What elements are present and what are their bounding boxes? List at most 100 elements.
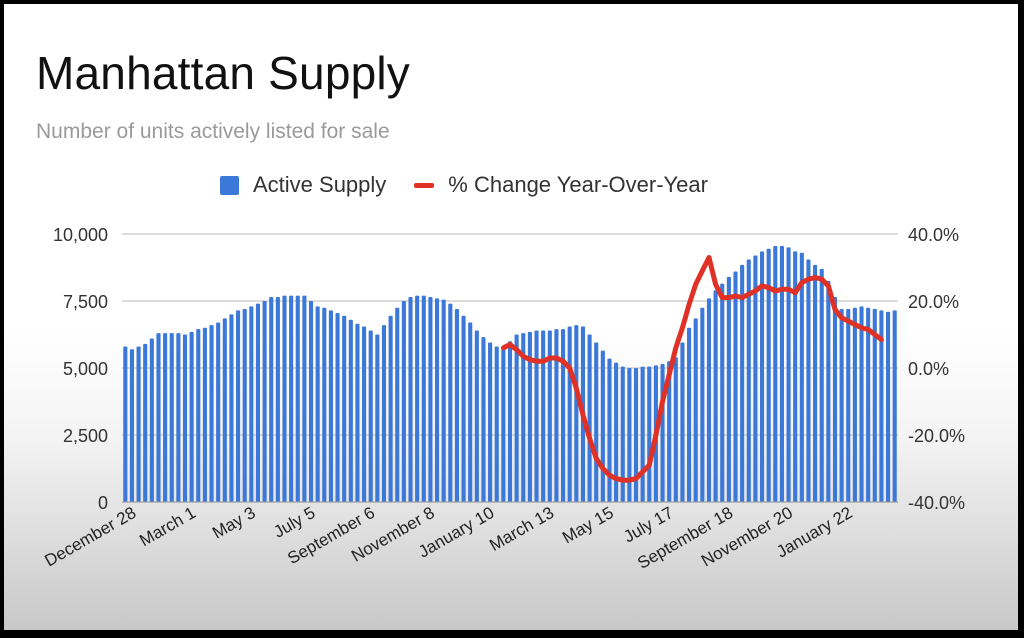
yoy-change-line <box>500 255 884 483</box>
supply-bar <box>773 246 778 502</box>
supply-bar <box>454 309 459 502</box>
supply-bar <box>667 361 672 502</box>
supply-bar <box>872 309 877 502</box>
supply-bar <box>507 341 513 502</box>
supply-bar <box>216 322 221 502</box>
legend-label-yoy-change: % Change Year-Over-Year <box>448 172 708 197</box>
supply-bar <box>381 325 387 502</box>
supply-bar <box>574 325 579 502</box>
supply-bar <box>534 330 539 502</box>
supply-bar <box>302 295 307 502</box>
supply-bar <box>501 349 506 502</box>
legend-line-swatch-icon <box>414 182 435 188</box>
supply-bar <box>229 314 234 502</box>
supply-bar <box>236 310 241 502</box>
supply-bar <box>713 290 718 502</box>
x-tick-label: March 13 <box>486 503 557 555</box>
supply-bar <box>866 307 871 502</box>
supply-bar <box>182 334 188 502</box>
supply-bar <box>315 306 320 502</box>
supply-bar <box>375 334 380 502</box>
supply-bar <box>786 247 791 502</box>
supply-bar <box>892 310 897 502</box>
x-tick-label: December 28 <box>41 503 139 570</box>
y-right-tick: -20.0% <box>908 426 965 446</box>
supply-bar <box>740 264 745 502</box>
supply-bar <box>620 366 625 502</box>
supply-bar <box>275 296 280 502</box>
supply-bar <box>660 363 665 502</box>
supply-bar <box>779 246 784 502</box>
supply-bar <box>594 342 599 502</box>
y-right-tick: 20.0% <box>908 292 959 312</box>
supply-bar <box>335 313 340 502</box>
supply-bar <box>720 283 725 502</box>
supply-bar <box>832 296 838 502</box>
y-left-tick: 0 <box>98 493 108 513</box>
supply-bar <box>647 366 652 502</box>
supply-bar <box>640 366 645 502</box>
supply-bar <box>388 315 393 502</box>
supply-bar <box>434 298 440 502</box>
supply-bar <box>196 329 201 502</box>
supply-bar <box>176 333 181 502</box>
supply-bar <box>481 337 486 502</box>
supply-bar <box>428 296 433 502</box>
supply-bar <box>143 343 148 502</box>
legend-label-active-supply: Active Supply <box>253 172 387 197</box>
supply-bar <box>673 357 678 502</box>
supply-bar <box>129 349 135 502</box>
y-left-tick: 2,500 <box>63 426 108 446</box>
supply-bar <box>567 326 572 502</box>
y-right-tick: 40.0% <box>908 225 959 245</box>
supply-bar <box>547 330 552 502</box>
supply-bar <box>799 252 804 502</box>
supply-bar <box>355 323 360 502</box>
supply-bar <box>607 358 612 502</box>
supply-bar <box>633 368 639 502</box>
supply-bar <box>527 331 532 502</box>
supply-bar <box>448 303 453 502</box>
supply-bar <box>852 307 857 502</box>
supply-bar <box>468 322 473 502</box>
supply-bar <box>461 315 466 502</box>
supply-bar <box>554 329 559 502</box>
supply-bar <box>846 309 851 502</box>
supply-bar <box>494 346 499 502</box>
supply-bar <box>282 295 287 502</box>
supply-bar <box>693 318 698 502</box>
supply-bar <box>289 295 294 502</box>
x-tick-label: May 3 <box>209 503 259 543</box>
supply-bar <box>395 307 400 502</box>
supply-bar <box>222 318 227 502</box>
y-left-tick: 10,000 <box>53 225 108 245</box>
supply-bar <box>746 259 751 502</box>
supply-bar <box>680 342 685 502</box>
supply-bar <box>408 296 413 502</box>
chart-subtitle: Number of units actively listed for sale <box>36 120 390 143</box>
supply-bar <box>156 333 161 502</box>
supply-bar <box>136 346 141 502</box>
chart-legend: Active Supply % Change Year-Over-Year <box>220 172 708 198</box>
supply-bar <box>819 268 824 502</box>
x-tick-label: March 1 <box>136 503 199 550</box>
supply-bar <box>706 298 712 502</box>
supply-bar <box>362 326 367 502</box>
supply-bar <box>806 259 811 502</box>
supply-bar <box>561 329 566 502</box>
supply-bar <box>202 327 207 502</box>
x-tick-label: May 15 <box>559 503 617 547</box>
supply-bar <box>474 330 479 502</box>
supply-bar <box>521 333 526 502</box>
supply-bar <box>441 299 446 502</box>
supply-bar <box>687 327 692 502</box>
y-left-tick: 5,000 <box>63 359 108 379</box>
supply-bar <box>401 301 406 502</box>
supply-bar <box>209 325 214 502</box>
supply-bar <box>189 331 194 502</box>
supply-bar <box>759 251 765 502</box>
supply-bar <box>859 306 864 502</box>
supply-bar <box>793 251 798 502</box>
supply-bar <box>600 350 605 502</box>
